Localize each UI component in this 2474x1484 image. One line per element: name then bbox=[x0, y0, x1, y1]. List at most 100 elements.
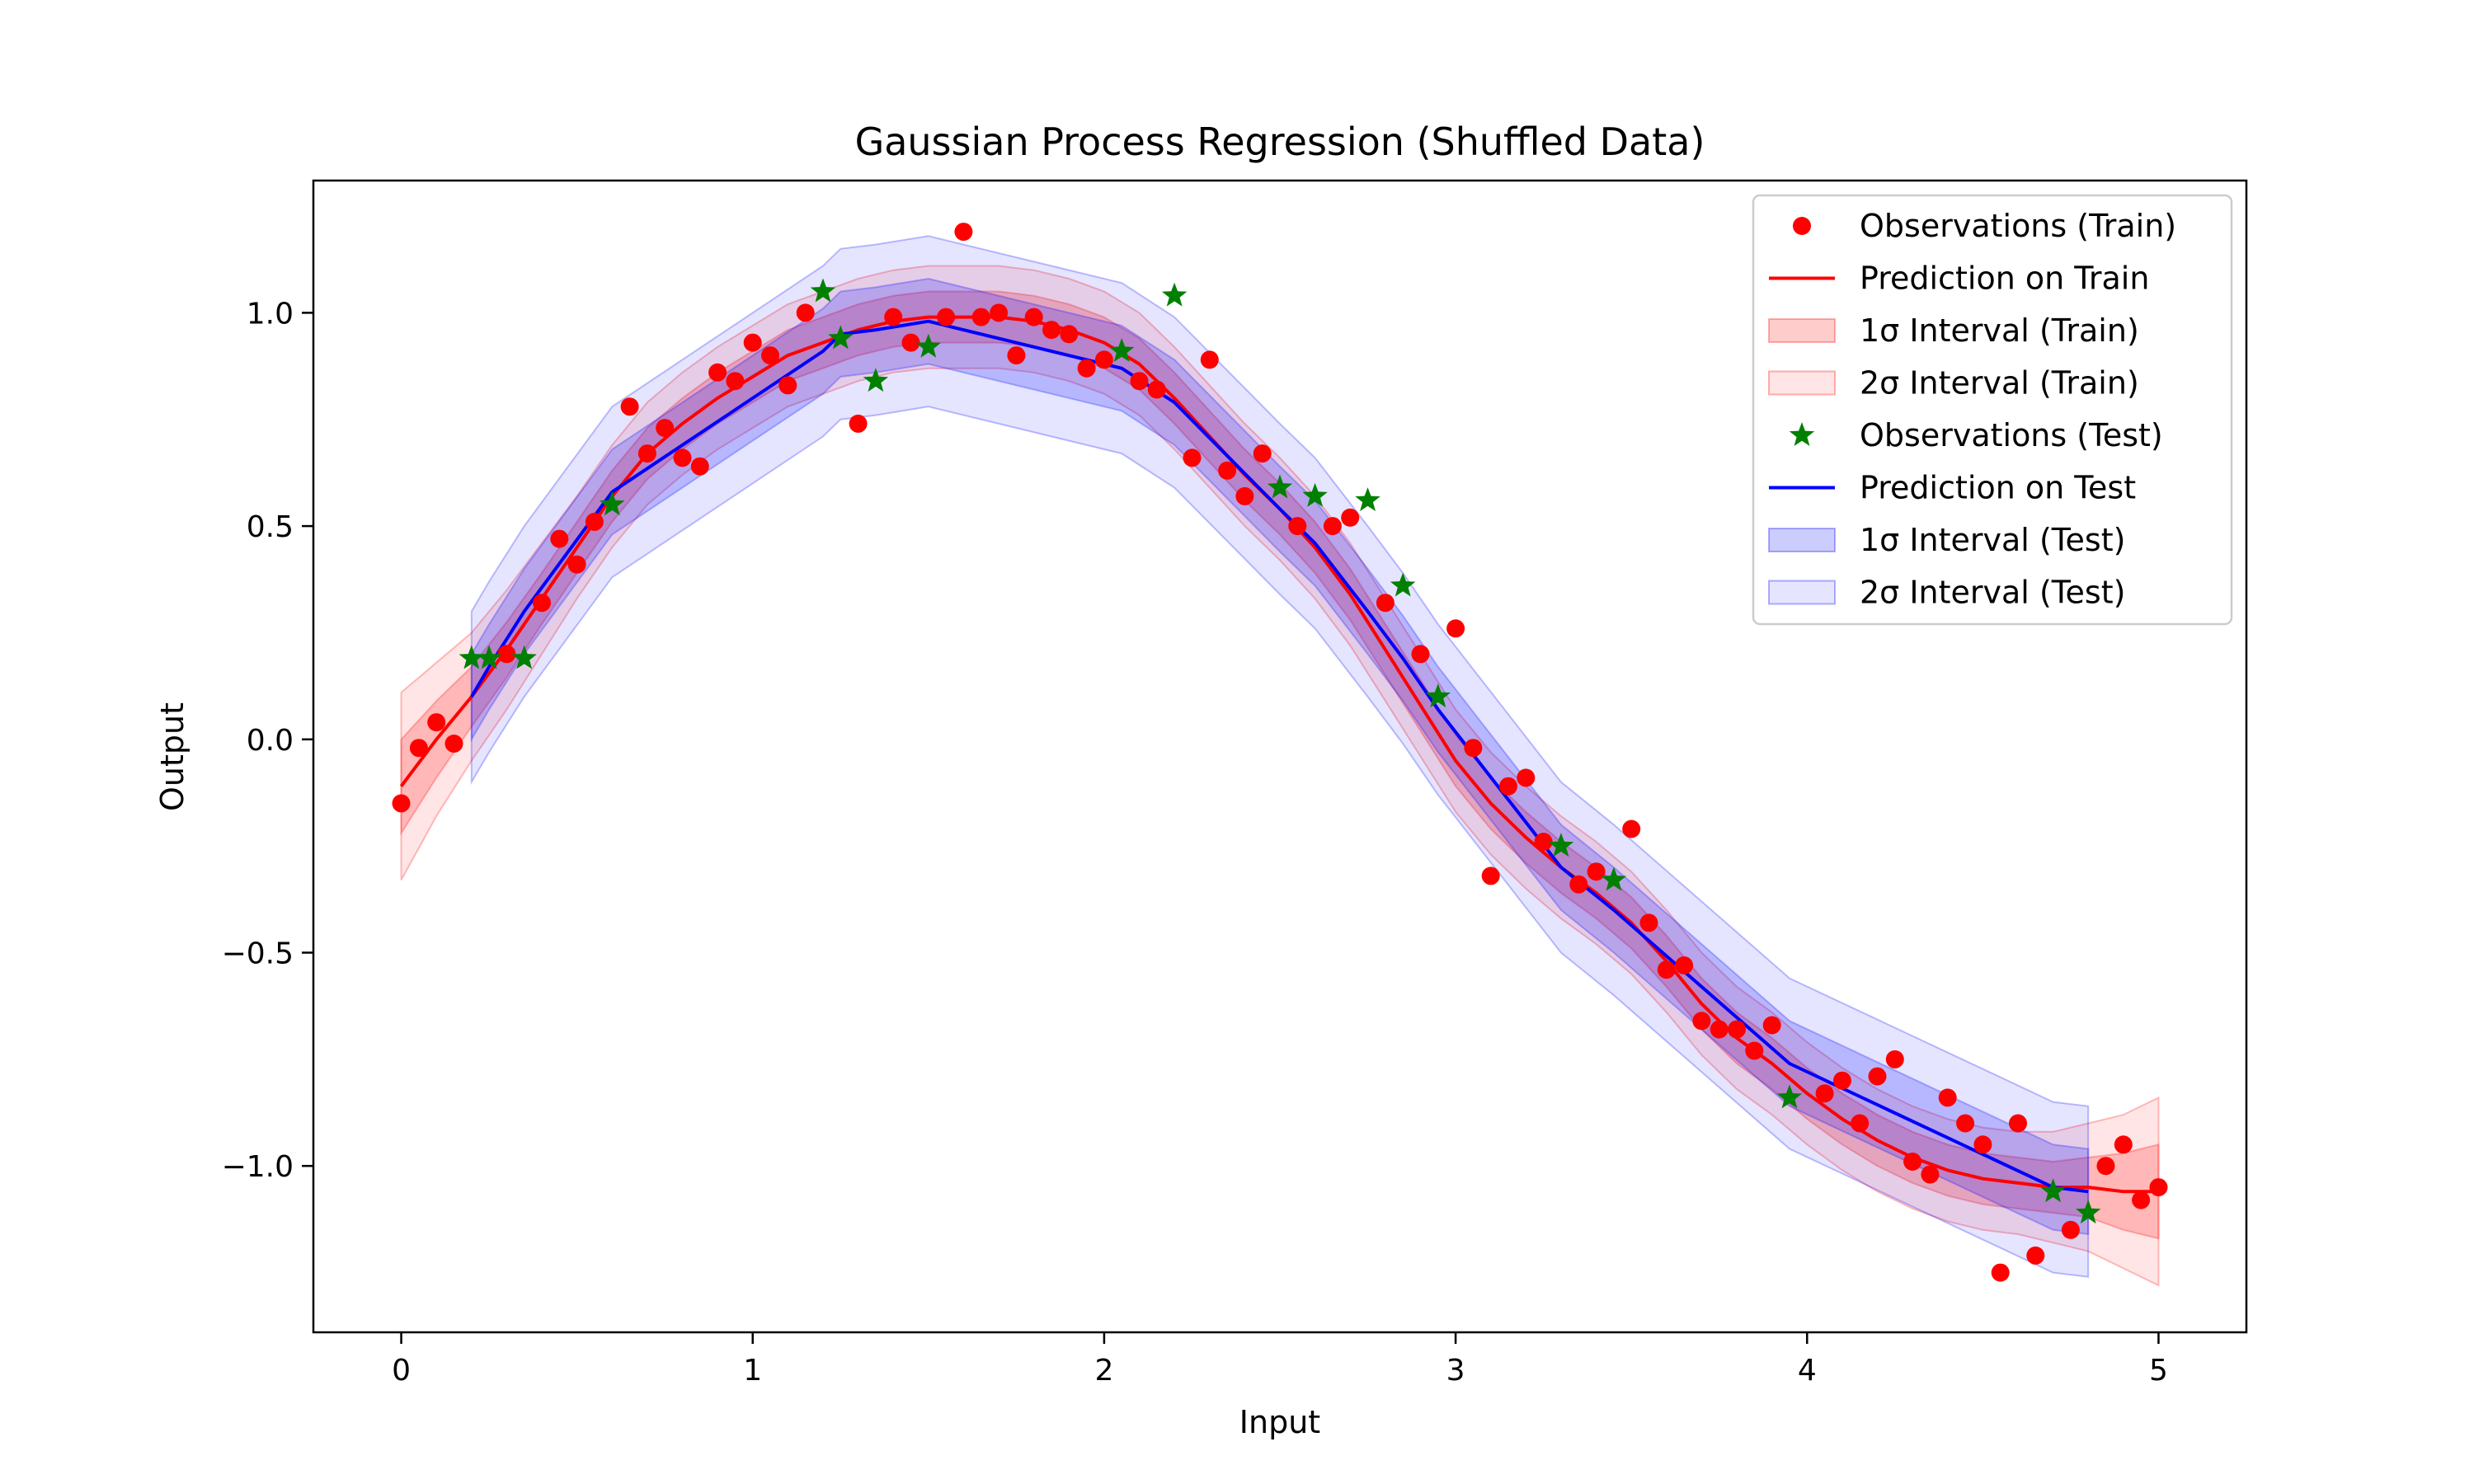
test-observation-star bbox=[1302, 482, 1328, 507]
test-2sigma-band bbox=[470, 235, 2090, 1278]
train-observation-point bbox=[901, 333, 920, 352]
test-observation-star bbox=[1355, 487, 1380, 511]
y-axis-ticks: −1.0 −0.5 0.0 0.5 1.0 bbox=[222, 297, 313, 1184]
legend-test-observations-label: Observations (Test) bbox=[1860, 417, 2163, 453]
train-observation-point bbox=[1481, 866, 1500, 885]
test-observation-star bbox=[600, 491, 625, 516]
legend-test-observations-handle bbox=[1789, 422, 1815, 446]
train-observation-point bbox=[1288, 517, 1307, 536]
train-observation-point bbox=[1815, 1084, 1834, 1103]
train-observation-point bbox=[637, 444, 656, 463]
test-observation-star bbox=[915, 333, 941, 358]
train-observation-point bbox=[761, 346, 779, 365]
train-observation-point bbox=[1007, 346, 1026, 365]
train-observation-point bbox=[1973, 1135, 1992, 1154]
train-observation-point bbox=[1657, 960, 1676, 979]
train-observation-point bbox=[1094, 350, 1113, 369]
train-observation-point bbox=[1499, 777, 1517, 796]
train-observation-point bbox=[1885, 1050, 1904, 1068]
train-observation-point bbox=[1639, 913, 1658, 932]
legend-test-prediction-label: Prediction on Test bbox=[1860, 470, 2136, 506]
test-observation-star bbox=[1548, 833, 1574, 857]
train-observation-point bbox=[2009, 1114, 2027, 1133]
train-observation-point bbox=[1745, 1041, 1764, 1060]
test-observation-star bbox=[1390, 572, 1416, 597]
legend-train-1sigma-label: 1σ Interval (Train) bbox=[1860, 312, 2139, 349]
test-observation-star bbox=[828, 325, 854, 350]
legend-train-2sigma-label: 2σ Interval (Train) bbox=[1860, 365, 2139, 402]
x-axis-ticks: 0 1 2 3 4 5 bbox=[392, 1332, 2168, 1388]
train-observation-point bbox=[1077, 359, 1096, 378]
train-observation-point bbox=[778, 376, 797, 395]
legend-train-1sigma-handle bbox=[1768, 318, 1836, 343]
legend-test-2sigma-label: 2σ Interval (Test) bbox=[1860, 575, 2125, 611]
train-observation-point bbox=[708, 363, 727, 382]
train-observation-point bbox=[1938, 1088, 1957, 1107]
y-tick-label: 0.5 bbox=[247, 510, 294, 544]
train-observation-point bbox=[1060, 325, 1079, 344]
observation-markers bbox=[392, 223, 2168, 1282]
x-axis-label: Input bbox=[1239, 1404, 1320, 1440]
train-observation-point bbox=[497, 645, 516, 664]
train-observation-point bbox=[937, 308, 956, 326]
train-observation-point bbox=[743, 333, 762, 352]
axes-frame bbox=[312, 179, 2248, 1334]
chart-title: Gaussian Process Regression (Shuffled Da… bbox=[855, 120, 1705, 164]
y-tick-label: −1.0 bbox=[222, 1150, 294, 1184]
train-observation-point bbox=[1323, 517, 1342, 536]
train-observation-point bbox=[796, 303, 815, 322]
test-observation-star bbox=[511, 645, 537, 669]
x-tick-label: 4 bbox=[1798, 1354, 1817, 1388]
train-observation-point bbox=[1956, 1114, 1975, 1133]
train-observation-point bbox=[1762, 1016, 1781, 1035]
train-observation-point bbox=[990, 303, 1009, 322]
train-observation-point bbox=[427, 713, 446, 732]
test-observation-star bbox=[1425, 683, 1451, 707]
test-observation-star bbox=[459, 645, 484, 669]
test-observation-star bbox=[2040, 1178, 2066, 1203]
legend: Observations (Train) Prediction on Train 1… bbox=[1752, 194, 2233, 626]
train-observation-point bbox=[1622, 819, 1641, 838]
train-observation-point bbox=[1991, 1263, 2010, 1282]
y-tick-label: 0.0 bbox=[247, 724, 294, 758]
train-observation-point bbox=[2114, 1135, 2133, 1154]
train-observation-point bbox=[1534, 833, 1553, 851]
train-observation-point bbox=[1710, 1020, 1729, 1039]
train-observation-point bbox=[1147, 380, 1166, 399]
train-observation-point bbox=[2026, 1246, 2045, 1265]
test-observation-star bbox=[863, 368, 889, 392]
train-observation-point bbox=[533, 594, 551, 613]
train-observation-point bbox=[1130, 372, 1149, 391]
y-tick-label: −0.5 bbox=[222, 937, 294, 971]
test-observation-star bbox=[1109, 338, 1135, 362]
train-observation-point bbox=[1253, 444, 1272, 463]
train-observation-point bbox=[971, 308, 990, 326]
y-tick-label: 1.0 bbox=[247, 297, 294, 331]
prediction-lines bbox=[399, 315, 2159, 1194]
test-prediction-line bbox=[470, 319, 2089, 1194]
test-observation-star bbox=[1601, 866, 1627, 891]
legend-frame bbox=[1752, 194, 2233, 626]
train-observation-point bbox=[1464, 739, 1483, 758]
test-observation-star bbox=[2076, 1200, 2101, 1224]
train-observation-point bbox=[567, 555, 586, 574]
train-observation-point bbox=[884, 308, 903, 326]
train-observation-point bbox=[1446, 619, 1465, 638]
legend-test-1sigma-handle bbox=[1768, 528, 1836, 552]
test-observation-star bbox=[1161, 282, 1188, 307]
test-observation-star bbox=[476, 645, 502, 669]
train-observation-point bbox=[392, 794, 411, 813]
train-observation-point bbox=[1832, 1071, 1851, 1090]
train-observation-point bbox=[726, 372, 745, 391]
train-observation-point bbox=[1868, 1067, 1887, 1086]
x-tick-label: 3 bbox=[1446, 1354, 1465, 1388]
plot-area bbox=[392, 223, 2168, 1287]
train-observation-point bbox=[2149, 1178, 2168, 1197]
train-observation-point bbox=[690, 457, 709, 476]
train-observation-point bbox=[1411, 645, 1430, 664]
test-observation-star bbox=[1776, 1084, 1803, 1109]
train-observation-point bbox=[409, 739, 428, 758]
train-observation-point bbox=[1376, 594, 1395, 613]
legend-train-observations-label: Observations (Train) bbox=[1860, 208, 2176, 244]
